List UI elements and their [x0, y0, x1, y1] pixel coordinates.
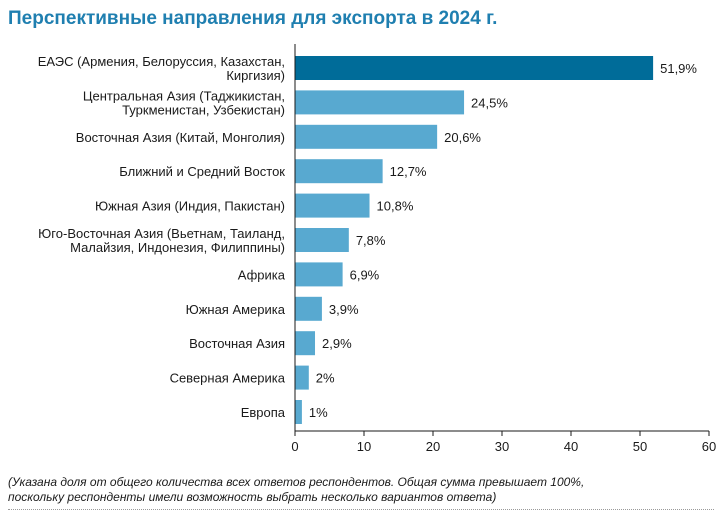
bar [295, 159, 383, 184]
category-label: Европа [241, 405, 286, 420]
data-label: 2,9% [322, 336, 352, 351]
x-tick-label: 10 [357, 439, 371, 454]
data-label: 6,9% [350, 267, 380, 282]
bar [295, 56, 654, 80]
footnote-divider [8, 509, 714, 510]
footnote-line-2: поскольку респонденты имели возможность … [8, 490, 497, 504]
x-tick-label: 60 [702, 439, 716, 454]
data-label: 1% [309, 405, 328, 420]
bar [295, 228, 349, 252]
category-label: Северная Америка [170, 371, 286, 386]
x-tick-label: 0 [291, 439, 298, 454]
category-label: Южная Америка [186, 302, 286, 317]
bar [295, 262, 343, 287]
data-label: 24,5% [471, 95, 508, 110]
data-label: 3,9% [329, 302, 359, 317]
data-label: 10,8% [377, 199, 414, 214]
bar [295, 400, 302, 424]
bar [295, 124, 438, 149]
bar [295, 193, 370, 218]
category-label: Малайзия, Индонезия, Филиппины) [70, 240, 285, 255]
chart-title: Перспективные направления для экспорта в… [8, 8, 498, 29]
data-label: 2% [316, 371, 335, 386]
footnote: (Указана доля от общего количества всех … [8, 475, 708, 505]
category-label: Восточная Азия [189, 336, 285, 351]
category-label: Центральная Азия (Таджикистан, [83, 88, 285, 103]
category-label: ЕАЭС (Армения, Белоруссия, Казахстан, [38, 54, 285, 69]
category-label: Африка [238, 267, 286, 282]
data-label: 51,9% [660, 61, 697, 76]
footnote-line-1: (Указана доля от общего количества всех … [8, 475, 585, 489]
x-tick-label: 20 [426, 439, 440, 454]
data-label: 12,7% [390, 164, 427, 179]
bar [295, 90, 465, 115]
bar-chart: 51,9% ЕАЭС (Армения, Белоруссия, Казахста… [38, 44, 716, 454]
x-tick-label: 40 [564, 439, 578, 454]
category-label: Южная Азия (Индия, Пакистан) [95, 199, 285, 214]
data-label: 20,6% [444, 130, 481, 145]
category-label: Киргизия) [226, 68, 285, 83]
bar [295, 331, 316, 356]
bar [295, 365, 309, 390]
x-tick-label: 30 [495, 439, 509, 454]
category-label: Туркменистан, Узбекистан) [122, 102, 285, 117]
category-label: Юго-Восточная Азия (Вьетнам, Таиланд, [38, 226, 285, 241]
bar [295, 296, 322, 321]
x-tick-label: 50 [633, 439, 647, 454]
category-label: Восточная Азия (Китай, Монголия) [76, 130, 285, 145]
data-label: 7,8% [356, 233, 386, 248]
category-label: Ближний и Средний Восток [119, 164, 285, 179]
